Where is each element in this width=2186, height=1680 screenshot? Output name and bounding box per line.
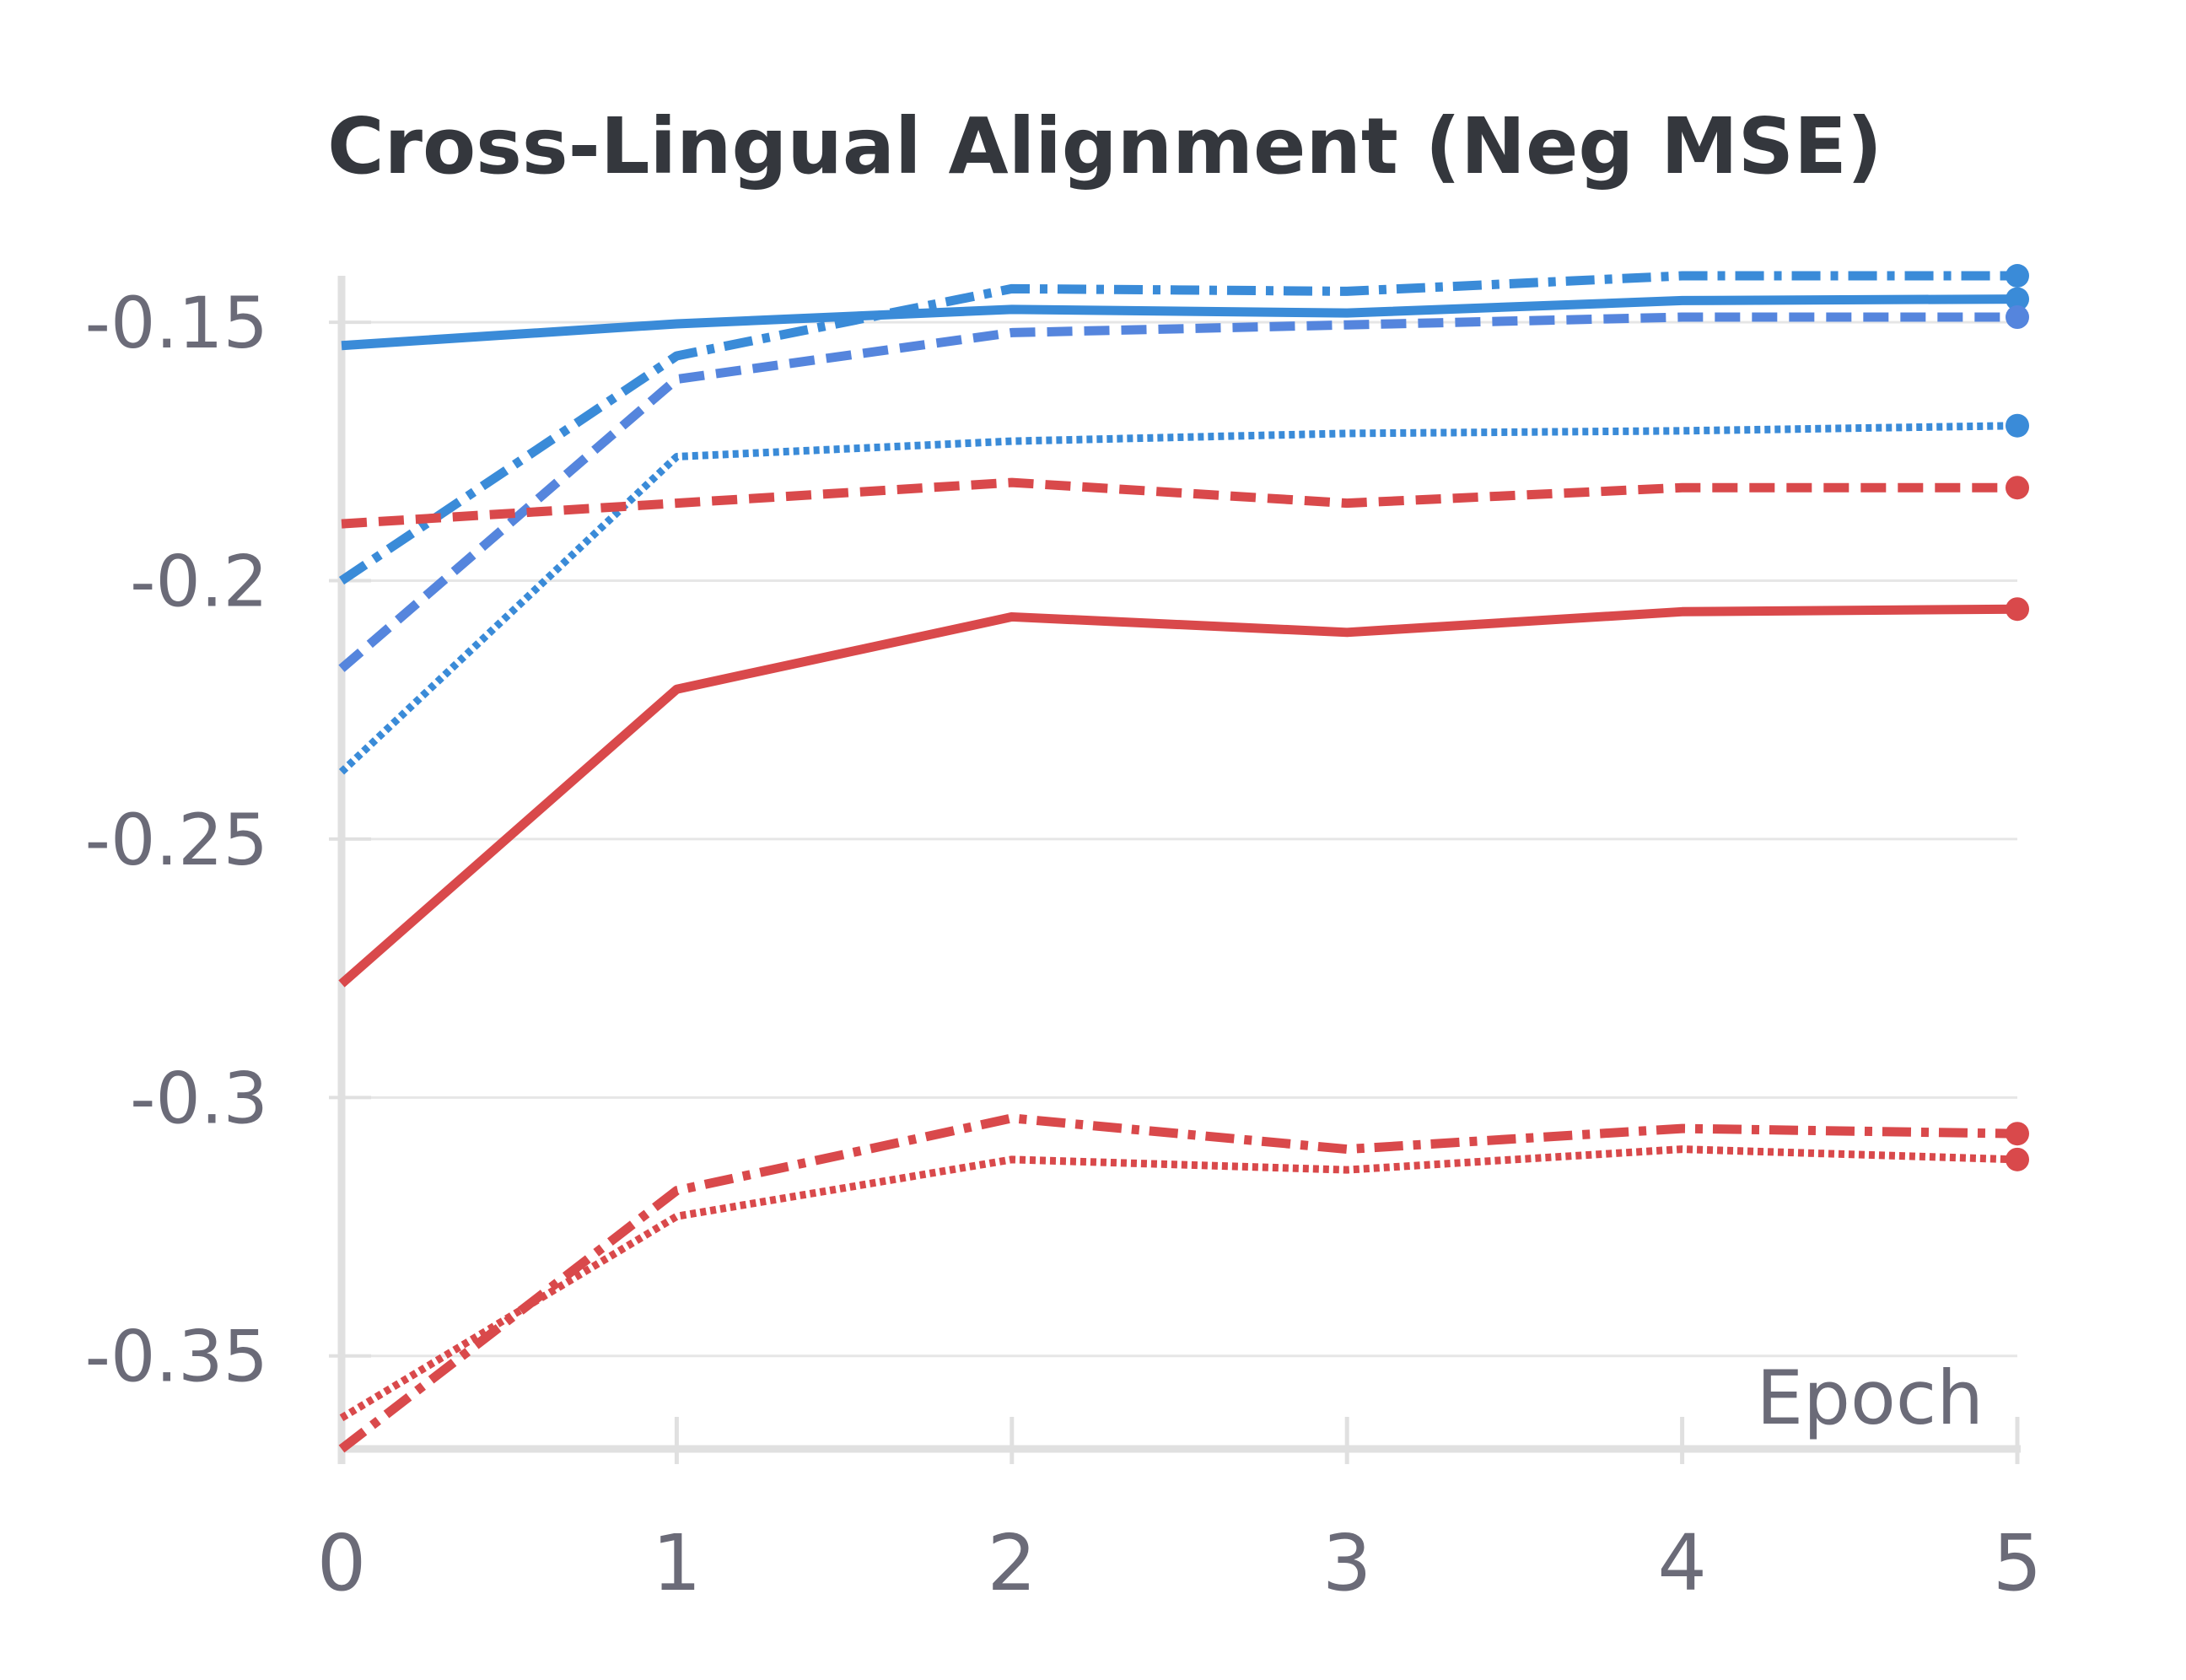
series-end-marker-2 <box>2006 264 2029 288</box>
y-tick-label: -0.2 <box>130 541 268 623</box>
series-end-marker-6 <box>2006 597 2029 622</box>
x-tick-label: 0 <box>317 1518 367 1608</box>
series-line-2 <box>338 271 2017 585</box>
y-tick-label: -0.3 <box>130 1057 268 1139</box>
series-end-marker-7 <box>2006 1122 2029 1146</box>
series-end-marker-4 <box>2006 413 2029 438</box>
y-axis-ticks: -0.15 -0.2 -0.25 -0.3 -0.35 <box>85 282 268 1398</box>
x-tick-label: 5 <box>1993 1518 2043 1608</box>
series-line-1 <box>341 294 2018 351</box>
x-tick-label: 3 <box>1322 1518 1372 1608</box>
series-line-4 <box>338 422 2018 775</box>
x-axis-label: Epoch <box>1757 1354 1984 1441</box>
x-tick-label: 4 <box>1657 1518 1707 1608</box>
series-line-7 <box>338 1113 2018 1453</box>
series-line-6 <box>338 604 2018 988</box>
chart-title: Cross-Lingual Alignment (Neg MSE) <box>327 101 1882 191</box>
series-end-marker-3 <box>2006 305 2029 330</box>
series-end-marker-1 <box>2006 287 2029 311</box>
y-tick-label: -0.15 <box>85 282 268 364</box>
x-axis-ticks: 0 1 2 3 4 5 <box>317 1518 2043 1608</box>
grid-lines <box>342 320 2017 1358</box>
x-tick-label: 2 <box>988 1518 1037 1608</box>
series-end-marker-5 <box>2006 476 2029 500</box>
series-line-8 <box>339 1145 2018 1422</box>
y-tick-label: -0.35 <box>85 1316 268 1398</box>
series-end-marker-8 <box>2006 1147 2029 1171</box>
axes <box>329 276 2021 1464</box>
series-line-5 <box>341 477 2017 529</box>
series-line-3 <box>338 312 2017 672</box>
y-tick-label: -0.25 <box>85 799 268 881</box>
x-tick-label: 1 <box>652 1518 702 1608</box>
series-lines <box>338 264 2029 1453</box>
